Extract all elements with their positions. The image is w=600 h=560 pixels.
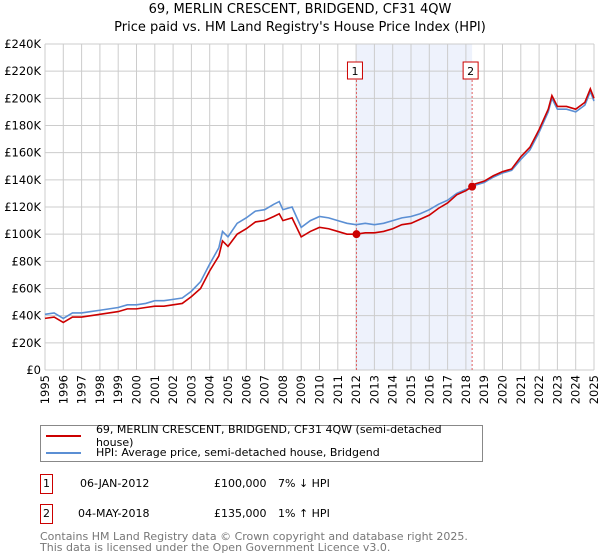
legend-item-price: 69, MERLIN CRESCENT, BRIDGEND, CF31 4QW … — [41, 423, 482, 449]
price-chart: £0 £20K £40K £60K £80K £100K £120K £140K £160K £1… — [4, 37, 600, 404]
x-tick-label: 1995 — [38, 375, 52, 404]
legend-swatch-blue — [46, 451, 81, 454]
x-tick-label: 2009 — [294, 375, 308, 404]
x-tick-label: 2020 — [496, 375, 510, 404]
x-tick-label: 2006 — [239, 375, 253, 404]
sale-price: £135,000 — [214, 507, 267, 520]
y-tick-label: £180K — [4, 119, 41, 133]
legend: 69, MERLIN CRESCENT, BRIDGEND, CF31 4QW … — [40, 423, 483, 462]
x-tick-label: 2025 — [587, 375, 600, 404]
x-tick-label: 2021 — [514, 375, 528, 404]
y-tick-label: £40K — [12, 309, 42, 323]
chart-title: 69, MERLIN CRESCENT, BRIDGEND, CF31 4QW — [148, 2, 452, 17]
legend-item-hpi: HPI: Average price, semi-detached house,… — [41, 444, 380, 461]
x-tick-label: 2010 — [313, 375, 327, 404]
sale-marker-badge: 2 — [40, 504, 53, 524]
x-tick-label: 1999 — [111, 375, 125, 404]
sale-point — [468, 182, 477, 191]
footer: Contains HM Land Registry data © Crown c… — [40, 531, 468, 553]
y-tick-label: £100K — [4, 227, 41, 241]
hpi-line — [44, 89, 595, 320]
sale-hpi-diff: 7% ↓ HPI — [278, 477, 330, 490]
y-tick-label: £160K — [4, 146, 41, 160]
sale-row: 2 04-MAY-2018 £135,000 1% ↑ HPI — [40, 504, 540, 524]
sale-date: 04-MAY-2018 — [78, 507, 150, 520]
sale-point — [352, 230, 361, 239]
sale-marker-box — [346, 61, 363, 80]
y-tick-label: £20K — [12, 336, 42, 350]
y-tick-label: £140K — [4, 173, 41, 187]
x-tick-label: 2019 — [477, 375, 491, 404]
sale-row: 1 06-JAN-2012 £100,000 7% ↓ HPI — [40, 474, 540, 494]
y-tick-label: £60K — [12, 282, 42, 296]
y-tick-label: £120K — [4, 200, 41, 214]
sale-marker-box — [462, 61, 479, 80]
x-tick-label: 2014 — [386, 375, 400, 404]
sale-marker-label: 1 — [351, 65, 358, 78]
footer-line: Contains HM Land Registry data © Crown c… — [40, 530, 468, 543]
x-tick-label: 2005 — [221, 375, 235, 404]
x-tick-label: 2023 — [550, 375, 564, 404]
sale-hpi-diff: 1% ↑ HPI — [278, 507, 330, 520]
x-tick-label: 2008 — [276, 375, 290, 404]
x-tick-label: 2002 — [166, 375, 180, 404]
chart-subtitle: Price paid vs. HM Land Registry's House … — [114, 20, 486, 35]
legend-swatch-red — [46, 434, 81, 437]
x-tick-label: 2001 — [148, 375, 162, 404]
x-tick-label: 2011 — [331, 375, 345, 404]
x-tick-label: 2000 — [130, 375, 144, 404]
footer-line: This data is licensed under the Open Gov… — [40, 541, 391, 554]
x-tick-label: 1996 — [56, 375, 70, 404]
x-tick-label: 2016 — [422, 375, 436, 404]
y-tick-label: £80K — [12, 254, 42, 268]
sale-date: 06-JAN-2012 — [80, 477, 150, 490]
x-tick-label: 2003 — [184, 375, 198, 404]
x-tick-label: 1997 — [75, 375, 89, 404]
price-paid-line — [44, 86, 595, 324]
x-tick-label: 2012 — [349, 375, 363, 404]
legend-label: 69, MERLIN CRESCENT, BRIDGEND, CF31 4QW … — [95, 422, 442, 449]
x-tick-label: 2007 — [258, 375, 272, 404]
y-tick-label: £0 — [26, 363, 41, 377]
x-tick-label: 2024 — [569, 375, 583, 404]
x-tick-label: 2013 — [367, 375, 381, 404]
x-tick-label: 2017 — [441, 375, 455, 404]
y-tick-label: £220K — [4, 64, 41, 78]
sale-marker-badge: 1 — [40, 474, 53, 494]
x-tick-label: 2022 — [532, 375, 546, 404]
x-tick-label: 1998 — [93, 375, 107, 404]
y-tick-label: £240K — [4, 37, 41, 51]
legend-label: HPI: Average price, semi-detached house,… — [96, 446, 380, 459]
x-tick-label: 2018 — [459, 375, 473, 404]
x-tick-label: 2004 — [203, 375, 217, 404]
sale-marker-label: 2 — [467, 65, 474, 78]
x-tick-label: 2015 — [404, 375, 418, 404]
y-tick-label: £200K — [4, 91, 41, 105]
sale-price: £100,000 — [214, 477, 267, 490]
